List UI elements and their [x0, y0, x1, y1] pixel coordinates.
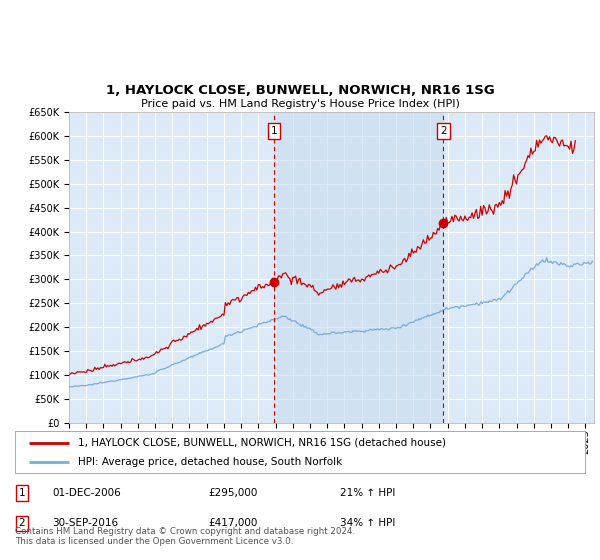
- Text: 21% ↑ HPI: 21% ↑ HPI: [340, 488, 395, 498]
- Text: 1: 1: [271, 126, 277, 136]
- Text: 1: 1: [19, 488, 25, 498]
- Text: 30-SEP-2016: 30-SEP-2016: [52, 519, 118, 529]
- Text: Contains HM Land Registry data © Crown copyright and database right 2024.
This d: Contains HM Land Registry data © Crown c…: [15, 526, 355, 546]
- Bar: [274, 112, 443, 423]
- Text: £295,000: £295,000: [209, 488, 258, 498]
- Text: 1, HAYLOCK CLOSE, BUNWELL, NORWICH, NR16 1SG (detached house): 1, HAYLOCK CLOSE, BUNWELL, NORWICH, NR16…: [78, 437, 446, 447]
- Text: HPI: Average price, detached house, South Norfolk: HPI: Average price, detached house, Sout…: [78, 457, 342, 467]
- Text: 1, HAYLOCK CLOSE, BUNWELL, NORWICH, NR16 1SG: 1, HAYLOCK CLOSE, BUNWELL, NORWICH, NR16…: [106, 84, 494, 97]
- Text: £417,000: £417,000: [209, 519, 258, 529]
- Text: 2: 2: [440, 126, 446, 136]
- Text: Price paid vs. HM Land Registry's House Price Index (HPI): Price paid vs. HM Land Registry's House …: [140, 99, 460, 109]
- Text: 01-DEC-2006: 01-DEC-2006: [52, 488, 121, 498]
- Text: 34% ↑ HPI: 34% ↑ HPI: [340, 519, 395, 529]
- Text: 2: 2: [19, 519, 25, 529]
